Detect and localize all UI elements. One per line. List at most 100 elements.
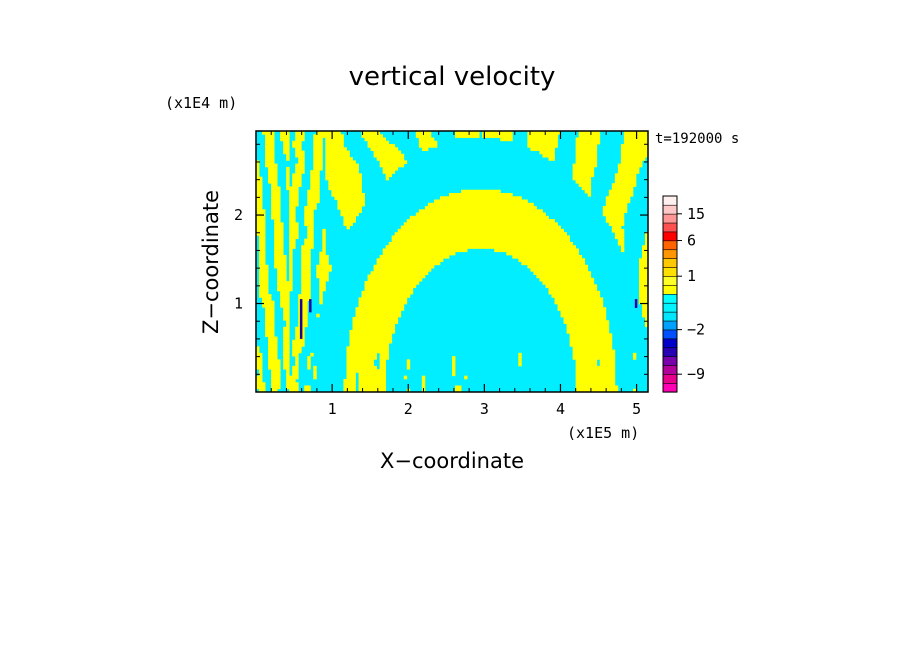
field-cell-positive: [259, 281, 269, 285]
field-cell-positive: [455, 388, 462, 392]
field-cell-positive: [578, 134, 601, 138]
field-cell-positive: [262, 131, 275, 135]
field-cell-positive: [361, 290, 414, 295]
field-cell-positive: [289, 245, 296, 249]
field-cell-positive: [295, 131, 305, 135]
field-cell-positive: [614, 235, 625, 240]
field-cell-positive: [301, 268, 311, 272]
field-cell-positive: [452, 356, 456, 360]
field-cell-positive: [280, 294, 290, 298]
x-tick-label: 1: [328, 400, 337, 418]
field-cell-positive: [298, 297, 311, 302]
field-cell-positive: [307, 199, 320, 204]
field-cell-positive: [566, 323, 610, 328]
field-cell-positive: [259, 241, 266, 246]
field-cell-positive: [644, 232, 648, 236]
field-cell-positive: [527, 137, 558, 142]
field-cell-positive: [418, 209, 543, 213]
field-cell-positive: [409, 215, 549, 220]
field-cell-positive: [355, 307, 405, 311]
colorbar-swatch: [662, 240, 678, 251]
field-cell-positive: [373, 150, 402, 155]
field-cell-positive: [283, 352, 290, 357]
field-cell-positive: [355, 310, 402, 315]
field-cell-positive: [271, 215, 281, 220]
field-cell-positive: [455, 134, 480, 138]
field-cell-positive: [406, 365, 411, 370]
field-cell-positive: [292, 349, 302, 354]
field-cell-positive: [382, 248, 468, 253]
field-cell-positive: [617, 238, 625, 243]
field-cell-positive: [271, 382, 281, 386]
colorbar-tick-label: −2: [687, 321, 705, 339]
field-cell-positive: [265, 310, 275, 315]
field-cell-positive: [325, 144, 344, 148]
field-cell-positive: [325, 153, 350, 158]
field-cell-positive: [415, 212, 546, 217]
field-cell-positive: [572, 170, 595, 174]
field-cell-positive: [295, 166, 305, 171]
field-cell-positive: [304, 222, 314, 227]
field-cell-positive: [319, 261, 329, 266]
field-cell-positive: [301, 248, 311, 253]
field-cell-positive: [617, 170, 640, 174]
field-cell-positive: [304, 388, 311, 392]
field-cell-positive: [256, 219, 266, 223]
field-cell-positive: [319, 300, 323, 305]
field-cell-positive: [289, 222, 299, 227]
field-cell-positive: [316, 271, 329, 275]
field-cell-positive: [289, 215, 296, 220]
field-cell-positive: [307, 192, 320, 197]
field-cell-positive: [638, 261, 648, 266]
field-cell-positive: [259, 268, 269, 272]
field-cell-positive: [464, 375, 468, 380]
field-cell-positive: [346, 346, 390, 350]
field-cell-positive: [334, 196, 365, 200]
field-cell-positive: [452, 369, 456, 373]
field-cell-positive: [385, 176, 390, 181]
field-cell-positive: [452, 359, 456, 364]
field-cell-positive: [325, 173, 362, 178]
field-cell-positive: [530, 268, 589, 272]
field-cell-positive: [572, 356, 616, 360]
field-cell-positive: [286, 375, 299, 380]
field-cell-positive: [256, 173, 260, 178]
field-cell-positive: [271, 388, 278, 392]
field-cell-positive: [283, 310, 290, 315]
field-cell-positive: [322, 235, 326, 240]
field-cell-positive: [265, 330, 275, 334]
field-cell-positive: [313, 163, 323, 168]
colorbar-swatch: [662, 284, 678, 295]
field-cell-positive: [421, 378, 426, 383]
field-cell-positive: [575, 385, 619, 390]
field-cell-positive: [262, 300, 275, 305]
field-cell-positive: [265, 316, 275, 321]
field-cell-positive: [286, 153, 290, 158]
field-cell-positive: [358, 297, 408, 302]
field-cell-positive: [349, 339, 393, 344]
field-cell-positive: [295, 356, 299, 360]
field-cell-positive: [310, 176, 320, 181]
field-cell-positive: [274, 228, 284, 233]
field-cell-positive: [632, 356, 637, 360]
colorbar-swatch: [662, 302, 678, 313]
field-cell-positive: [256, 382, 266, 386]
field-cell-strong-negative: [299, 299, 303, 339]
field-cell-positive: [418, 144, 438, 148]
field-cell-positive: [259, 238, 266, 243]
field-cell-positive: [301, 281, 311, 285]
field-cell-positive: [274, 251, 284, 256]
field-cell-positive: [346, 356, 378, 360]
field-cell-positive: [289, 209, 296, 213]
field-cell-positive: [283, 330, 290, 334]
field-cell-positive: [518, 356, 522, 360]
field-cell-positive: [319, 258, 329, 262]
field-cell-positive: [256, 349, 260, 354]
field-cell-positive: [259, 284, 269, 288]
field-cell-positive: [256, 186, 263, 191]
field-cell-positive: [265, 313, 275, 318]
field-cell-positive: [259, 290, 269, 295]
field-cell-positive: [256, 356, 263, 360]
field-cell-positive: [256, 189, 263, 194]
field-cell-positive: [274, 248, 284, 253]
